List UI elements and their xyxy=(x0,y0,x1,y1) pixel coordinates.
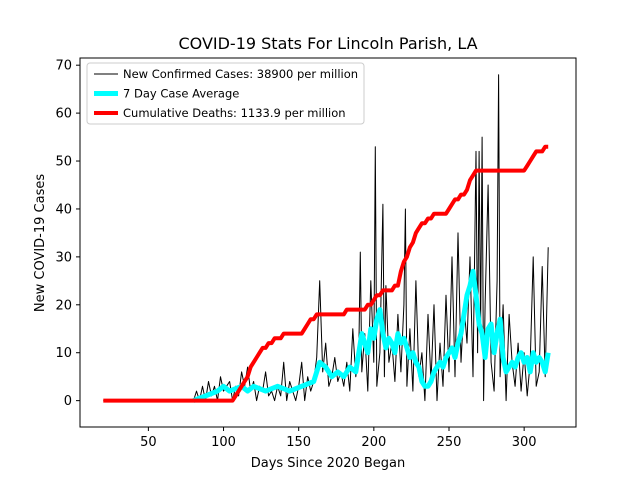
x-axis: 50 100 150 200 250 300 xyxy=(140,427,537,450)
y-tick-label: 10 xyxy=(55,346,72,361)
x-tick-label: 250 xyxy=(437,435,462,450)
y-axis: 0 10 20 30 40 50 60 70 xyxy=(55,59,80,409)
series-line-3 xyxy=(103,144,549,403)
y-tick-label: 20 xyxy=(55,298,72,313)
legend-label-1: New Confirmed Cases: 38900 per million xyxy=(123,67,358,81)
x-tick-label: 300 xyxy=(512,435,537,450)
y-tick-label: 50 xyxy=(55,155,72,170)
chart-title: COVID-19 Stats For Lincoln Parish, LA xyxy=(178,34,477,53)
x-tick-label: 200 xyxy=(361,435,386,450)
legend-label-2: 7 Day Case Average xyxy=(123,87,239,101)
y-tick-label: 70 xyxy=(55,59,72,74)
x-axis-label: Days Since 2020 Began xyxy=(251,456,406,471)
y-tick-label: 30 xyxy=(55,250,72,265)
y-tick-label: 40 xyxy=(55,202,72,217)
y-axis-label: New COVID-19 Cases xyxy=(33,174,48,312)
y-tick-label: 60 xyxy=(55,107,72,122)
legend: New Confirmed Cases: 38900 per million 7 … xyxy=(86,62,365,125)
legend-label-3: Cumulative Deaths: 1133.9 per million xyxy=(123,106,346,120)
legend-frame xyxy=(86,62,365,125)
x-tick-label: 150 xyxy=(286,435,311,450)
y-tick-label: 0 xyxy=(64,394,72,409)
x-tick-label: 50 xyxy=(140,435,157,450)
series-line-2 xyxy=(192,268,551,403)
plot-frame xyxy=(79,57,577,428)
plot-lines xyxy=(103,74,551,403)
x-tick-label: 100 xyxy=(211,435,236,450)
